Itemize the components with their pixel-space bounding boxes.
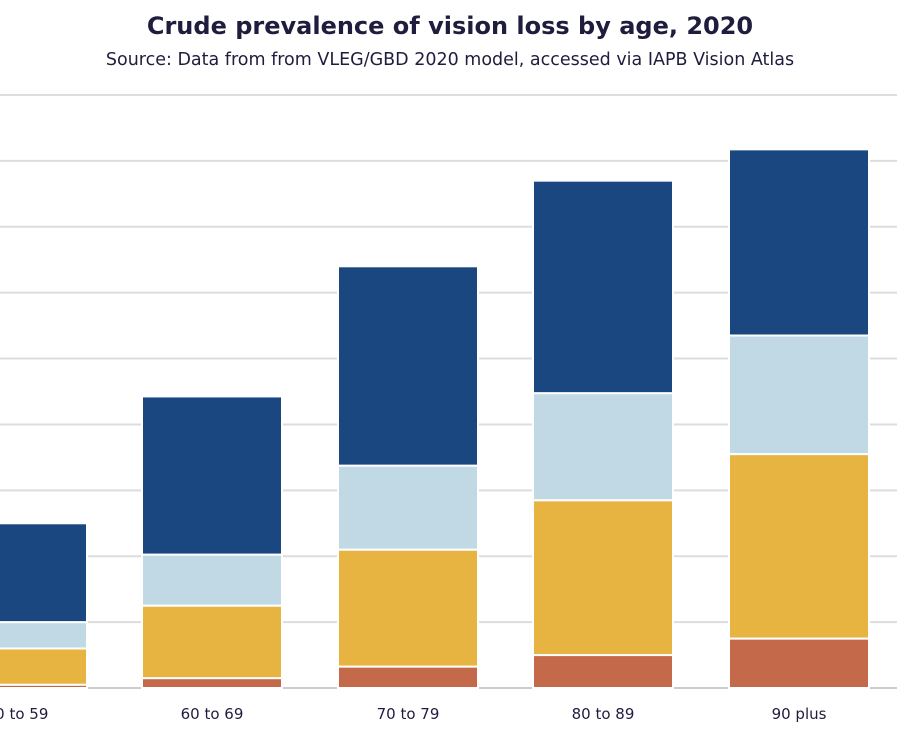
- bar-segment-3[interactable]: [532, 392, 674, 502]
- bar-segment-1[interactable]: [337, 665, 479, 690]
- bar-segment-4[interactable]: [141, 395, 283, 556]
- x-tick-label: 90 plus: [772, 705, 827, 723]
- x-tick-label: 60 to 69: [181, 705, 244, 723]
- bar-segment-3[interactable]: [0, 621, 88, 650]
- bar-segment-3[interactable]: [728, 334, 870, 456]
- chart-title: Crude prevalence of vision loss by age, …: [146, 12, 754, 40]
- x-tick-label: 50 to 59: [0, 705, 48, 723]
- bar-segment-4[interactable]: [0, 522, 88, 624]
- bar-segment-1[interactable]: [141, 677, 283, 689]
- bar-segment-1[interactable]: [532, 654, 674, 689]
- chart-subtitle: Source: Data from from VLEG/GBD 2020 mod…: [105, 50, 795, 70]
- bar-segment-2[interactable]: [728, 453, 870, 640]
- bar-segment-3[interactable]: [337, 464, 479, 551]
- x-tick-label: 80 to 89: [572, 705, 635, 723]
- bar-segment-2[interactable]: [337, 548, 479, 668]
- bar-segment-4[interactable]: [337, 265, 479, 467]
- bar-segment-1[interactable]: [728, 637, 870, 689]
- bar-segment-4[interactable]: [728, 148, 870, 337]
- bar-segment-4[interactable]: [532, 179, 674, 395]
- bar-segment-2[interactable]: [0, 647, 88, 686]
- bar-segment-2[interactable]: [141, 604, 283, 680]
- bar-segment-3[interactable]: [141, 553, 283, 607]
- bar-segment-2[interactable]: [532, 499, 674, 657]
- x-tick-label: 70 to 79: [377, 705, 440, 723]
